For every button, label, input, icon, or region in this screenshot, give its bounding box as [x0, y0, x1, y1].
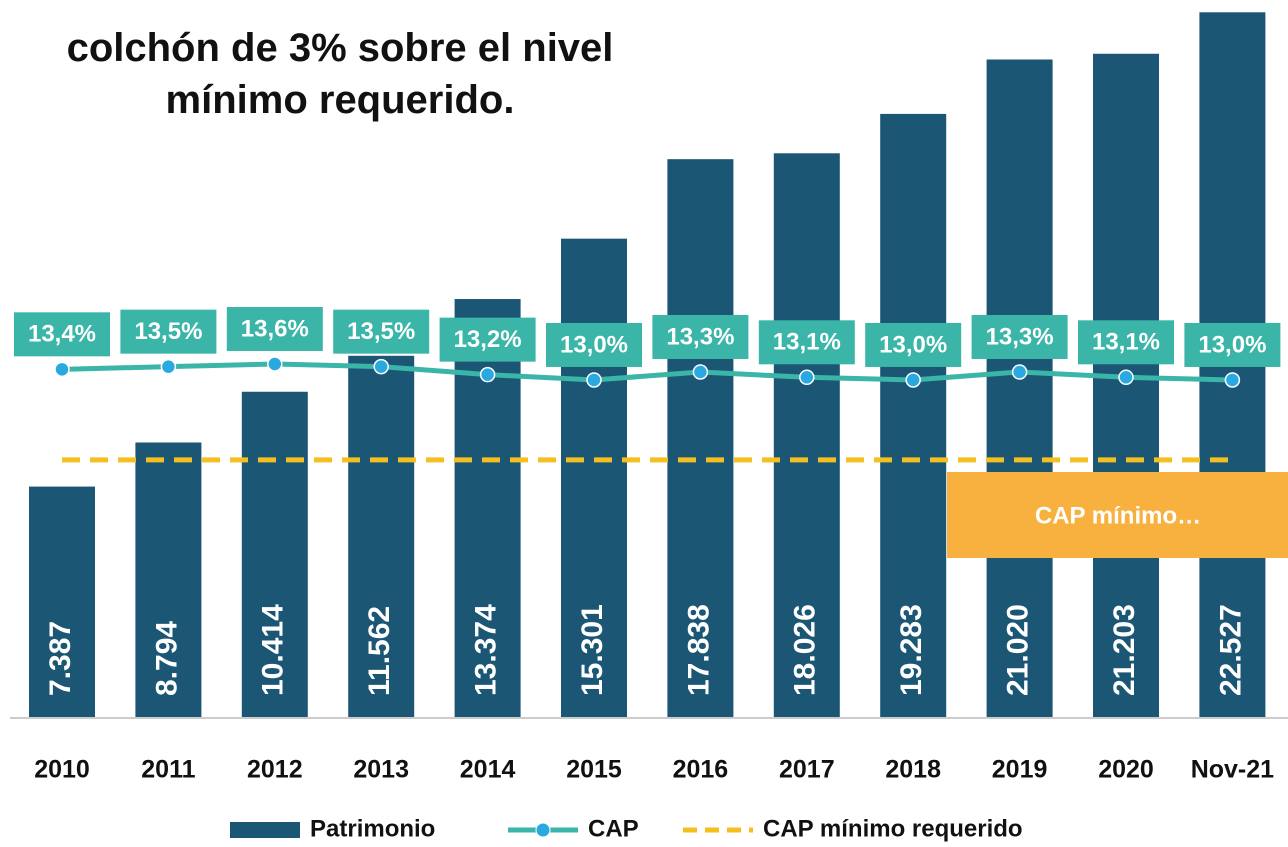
bar-value-label: 21.020: [1002, 604, 1035, 696]
cap-value-label: 13,1%: [773, 329, 841, 356]
cap-value-label: 13,6%: [241, 315, 309, 342]
cap-label-box: [865, 322, 962, 367]
x-tick-label: 2020: [1098, 756, 1154, 784]
bar: [29, 486, 95, 718]
cap-value-label: 13,5%: [134, 318, 202, 345]
cap-label-box: [14, 312, 110, 357]
x-tick-label: 2019: [992, 756, 1048, 784]
cap-label-box: [1184, 322, 1281, 367]
cap-value-label: 13,0%: [560, 331, 628, 358]
bar-value-label: 17.838: [682, 604, 715, 696]
cap-label-box: [439, 317, 536, 362]
legend-label: CAP: [588, 815, 639, 842]
x-tick-label: 2016: [673, 756, 729, 784]
cap-line: [61, 361, 1233, 383]
x-tick-label: 2012: [247, 756, 303, 784]
bar-value-label: 18.026: [789, 604, 822, 696]
bar: [986, 59, 1053, 719]
bar: [561, 238, 627, 718]
bar: [135, 442, 202, 718]
cap-value-label: 13,2%: [454, 326, 522, 353]
legend-label: Patrimonio: [310, 815, 435, 842]
bar: [773, 153, 840, 718]
bar: [880, 113, 947, 719]
cap-value-label: 13,0%: [1198, 331, 1266, 358]
x-tick-label: 2014: [460, 756, 516, 784]
cap-point: [692, 364, 709, 380]
x-tick-label: 2010: [34, 756, 90, 784]
cap-point: [1224, 372, 1241, 388]
bar-value-label: 8.794: [150, 621, 183, 696]
bar-value-label: 19.283: [895, 604, 928, 696]
cap-label-box: [971, 314, 1068, 359]
chart-title: colchón de 3% sobre el nivel mínimo requ…: [66, 26, 614, 122]
cap-label-box: [546, 322, 642, 367]
cap-point: [479, 366, 496, 383]
cap-value-label: 13,4%: [28, 321, 96, 348]
x-tick-label: 2018: [885, 756, 941, 784]
cap-point: [586, 372, 602, 388]
bar-value-label: 15.301: [576, 604, 609, 696]
cap-label-box: [120, 309, 217, 354]
cap-value-label: 13,3%: [986, 323, 1054, 350]
x-tick-label: 2017: [779, 756, 835, 784]
x-tick-label: 2015: [566, 756, 622, 784]
bar-value-label: 7.387: [44, 621, 77, 696]
cap-label-box: [333, 309, 430, 354]
legend-swatch-dot: [535, 822, 551, 838]
cap-point: [373, 358, 389, 375]
x-tick-label: 2013: [353, 756, 409, 784]
cap-label-box: [1078, 320, 1174, 365]
cap-label-box: [758, 320, 855, 365]
cap-point: [1011, 364, 1028, 380]
cap-point: [799, 369, 815, 386]
bar-value-label: 22.527: [1214, 604, 1247, 696]
cap-value-label: 13,3%: [666, 323, 734, 350]
bar-value-label: 10.414: [257, 604, 290, 696]
cap-point: [1118, 369, 1134, 386]
cap-value-label: 13,0%: [879, 331, 947, 358]
bar-value-label: 11.562: [363, 606, 396, 696]
legend-swatch: [230, 822, 300, 838]
cap-label-box: [652, 314, 749, 359]
annotation-box: [947, 472, 1288, 558]
bar: [241, 391, 308, 718]
bar: [348, 355, 415, 718]
cap-point: [267, 356, 283, 372]
bar: [667, 159, 734, 718]
bar-value-label: 13.374: [470, 604, 503, 696]
cap-value-label: 13,5%: [347, 318, 415, 345]
x-tick-label: 2011: [141, 756, 195, 784]
bar-value-label: 21.203: [1108, 604, 1141, 696]
annotation: CAP mínimo…: [1035, 502, 1201, 529]
cap-point: [54, 361, 70, 378]
cap-point: [160, 358, 177, 375]
legend-label: CAP mínimo requerido: [763, 815, 1023, 842]
cap-point: [905, 372, 921, 388]
cap-value-label: 13,1%: [1092, 329, 1160, 356]
cap-label-box: [226, 307, 323, 351]
bar: [1093, 53, 1159, 719]
x-tick-label: Nov-21: [1191, 756, 1274, 784]
